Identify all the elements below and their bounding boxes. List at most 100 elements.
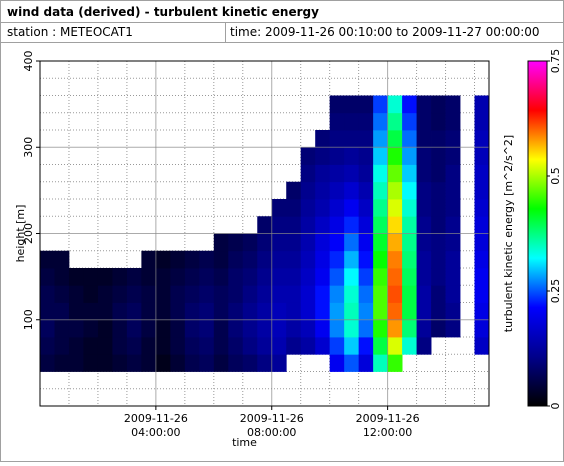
heat-cell — [416, 302, 432, 321]
heat-cell — [286, 285, 302, 303]
heat-cell — [431, 130, 446, 148]
heat-cell — [286, 199, 302, 217]
heat-cell — [373, 147, 389, 165]
heat-cell — [431, 181, 446, 200]
heat-cell — [474, 130, 490, 148]
heat-cell — [83, 268, 99, 286]
heat-cell — [402, 302, 417, 321]
heat-cell — [184, 250, 200, 269]
heat-cell — [445, 147, 461, 165]
heat-cell — [445, 95, 461, 114]
heat-cell — [271, 302, 287, 321]
heat-cell — [300, 319, 316, 338]
heat-cell — [445, 112, 461, 131]
heat-cell — [431, 285, 446, 303]
colorbar-tick-label: 0.5 — [549, 167, 562, 185]
heat-cell — [315, 199, 331, 217]
heat-cell — [431, 302, 446, 321]
heat-cell — [329, 250, 345, 269]
heat-cell — [344, 199, 360, 217]
heat-cell — [358, 147, 374, 165]
heat-cell — [431, 319, 446, 338]
heat-cell — [402, 147, 417, 165]
heat-cell — [329, 354, 345, 372]
heat-cell — [373, 268, 389, 286]
heat-cell — [141, 337, 157, 355]
heat-cell — [474, 95, 490, 114]
heat-cell — [126, 337, 142, 355]
heat-cell — [445, 302, 461, 321]
heat-cell — [228, 319, 244, 338]
heat-cell — [257, 233, 273, 252]
y-tick-label: 100 — [22, 309, 35, 330]
heat-cell — [213, 233, 229, 252]
heat-cell — [387, 181, 403, 200]
colorbar-tick-label: 0.25 — [549, 279, 562, 304]
heat-cell — [416, 233, 432, 252]
heat-cell — [373, 250, 389, 269]
heat-cell — [271, 319, 287, 338]
axes: 1002003004002009-11-2604:00:002009-11-26… — [14, 49, 562, 449]
heat-cell — [97, 337, 113, 355]
heat-cell — [445, 199, 461, 217]
heat-cell — [387, 302, 403, 321]
heat-cell — [474, 337, 490, 355]
colorbar-tick-label: 0.75 — [549, 49, 562, 74]
heat-cell — [373, 181, 389, 200]
heat-cell — [213, 302, 229, 321]
heat-cell — [344, 216, 360, 234]
heat-cell — [228, 302, 244, 321]
heat-cell — [416, 319, 432, 338]
heat-cell — [402, 199, 417, 217]
heat-cell — [68, 285, 84, 303]
heat-cell — [474, 216, 490, 234]
heat-cell — [184, 319, 200, 338]
heat-cell — [112, 302, 128, 321]
heat-cell — [358, 268, 374, 286]
heat-cell — [213, 319, 229, 338]
heat-cell — [358, 216, 374, 234]
heat-cell — [97, 354, 113, 372]
heat-cell — [112, 285, 128, 303]
heat-cell — [416, 95, 432, 114]
heat-cell — [373, 216, 389, 234]
heat-cell — [199, 285, 215, 303]
heat-cell — [155, 302, 171, 321]
heat-cell — [387, 199, 403, 217]
heat-cell — [97, 268, 113, 286]
heat-cell — [416, 112, 432, 131]
heat-cell — [445, 181, 461, 200]
heat-cell — [329, 337, 345, 355]
heat-cell — [474, 268, 490, 286]
heat-cell — [40, 285, 55, 303]
heat-cell — [387, 337, 403, 355]
heat-cell — [402, 95, 417, 114]
heat-cell — [402, 268, 417, 286]
heat-cell — [431, 112, 446, 131]
heat-cell — [344, 268, 360, 286]
heat-cell — [402, 319, 417, 338]
heat-cell — [184, 285, 200, 303]
heat-cell — [315, 268, 331, 286]
heat-cell — [344, 319, 360, 338]
heat-cell — [271, 285, 287, 303]
heat-cell — [431, 216, 446, 234]
heat-cell — [445, 233, 461, 252]
heat-cell — [315, 130, 331, 148]
heat-cell — [286, 216, 302, 234]
heat-cell — [213, 337, 229, 355]
heat-cell — [184, 354, 200, 372]
heat-cell — [474, 147, 490, 165]
heat-cell — [54, 337, 70, 355]
heat-cell — [387, 112, 403, 131]
heat-cell — [228, 285, 244, 303]
heat-cell — [373, 130, 389, 148]
heat-cell — [373, 233, 389, 252]
heat-cell — [97, 319, 113, 338]
heat-cell — [329, 319, 345, 338]
heat-cell — [141, 268, 157, 286]
heat-cell — [474, 112, 490, 131]
heat-cell — [358, 285, 374, 303]
heat-cell — [54, 268, 70, 286]
heat-cell — [54, 285, 70, 303]
